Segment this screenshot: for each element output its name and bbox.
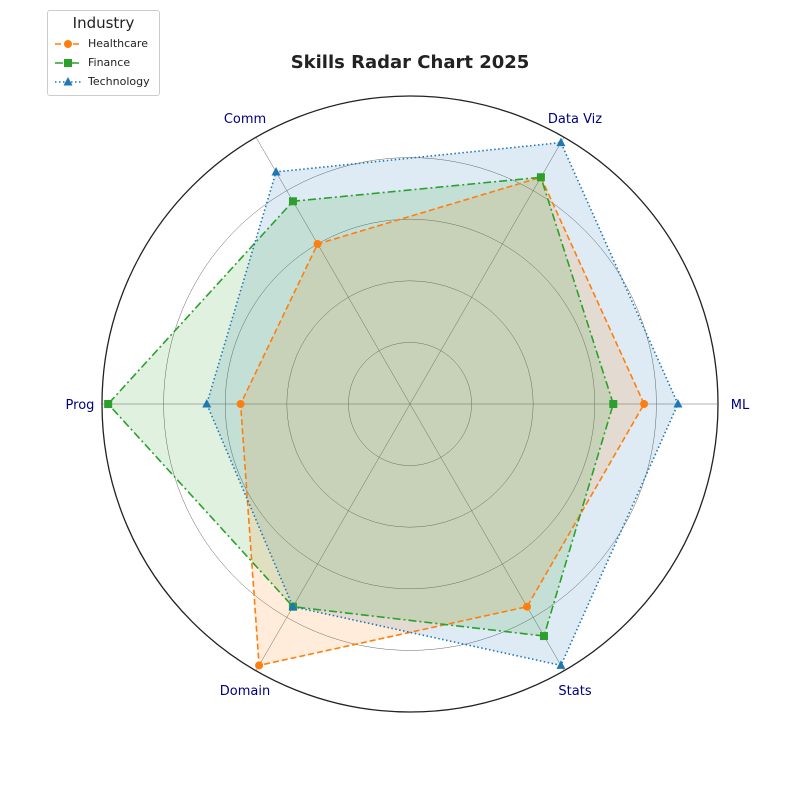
- point-healthcare-domain: [255, 661, 264, 670]
- point-healthcare-comm: [313, 239, 322, 248]
- legend-marker-technology: [63, 76, 73, 85]
- legend: Industry Healthcare Finance Technology: [47, 10, 160, 96]
- legend-marker-finance: [64, 58, 72, 67]
- axis-label-domain: Domain: [220, 684, 270, 699]
- legend-title: Industry: [72, 14, 135, 32]
- axis-label-data-viz: Data Viz: [548, 112, 602, 127]
- point-finance-data-viz: [536, 173, 545, 182]
- legend-item-healthcare: Healthcare: [54, 34, 153, 53]
- spoke-data-viz: [409, 137, 565, 405]
- axis-label-comm: Comm: [224, 112, 266, 127]
- point-finance-stats: [539, 632, 548, 641]
- axis-label-stats: Stats: [558, 684, 591, 699]
- axis-labels: ML Data Viz Comm Prog Domain Stats: [66, 112, 750, 699]
- spoke-domain: [255, 403, 411, 671]
- legend-label-healthcare: Healthcare: [88, 37, 148, 50]
- point-healthcare-stats: [523, 602, 532, 611]
- series-fills: [108, 142, 678, 666]
- chart-title: Skills Radar Chart 2025: [291, 52, 530, 73]
- fill-healthcare: [240, 177, 645, 666]
- point-finance-ml: [609, 400, 618, 408]
- outer-ring: [101, 95, 719, 713]
- fill-finance: [108, 177, 614, 637]
- point-healthcare-ml: [640, 400, 649, 408]
- point-healthcare-prog: [236, 400, 245, 408]
- spoke-comm: [255, 137, 411, 405]
- series-lines: [104, 137, 683, 670]
- legend-label-finance: Finance: [88, 56, 131, 69]
- spoke-stats: [409, 403, 565, 671]
- legend-label-technology: Technology: [88, 75, 150, 88]
- legend-item-finance: Finance: [54, 53, 153, 72]
- axis-label-ml: ML: [731, 398, 750, 413]
- point-technology-data-viz: [556, 137, 566, 147]
- axis-label-prog: Prog: [66, 398, 95, 413]
- point-technology-comm: [271, 166, 281, 176]
- point-technology-domain: [288, 601, 298, 611]
- point-finance-comm: [288, 197, 297, 206]
- point-technology-stats: [556, 660, 566, 669]
- point-finance-prog: [104, 400, 113, 408]
- legend-swatch-healthcare: [55, 39, 81, 48]
- legend-item-technology: Technology: [54, 72, 153, 91]
- fill-technology: [206, 142, 678, 666]
- legend-swatch-finance: [55, 58, 81, 67]
- legend-swatch-technology: [55, 76, 81, 85]
- radar-grid: [101, 95, 719, 713]
- legend-marker-healthcare: [64, 39, 72, 48]
- point-technology-ml: [673, 399, 683, 408]
- point-technology-prog: [202, 399, 212, 408]
